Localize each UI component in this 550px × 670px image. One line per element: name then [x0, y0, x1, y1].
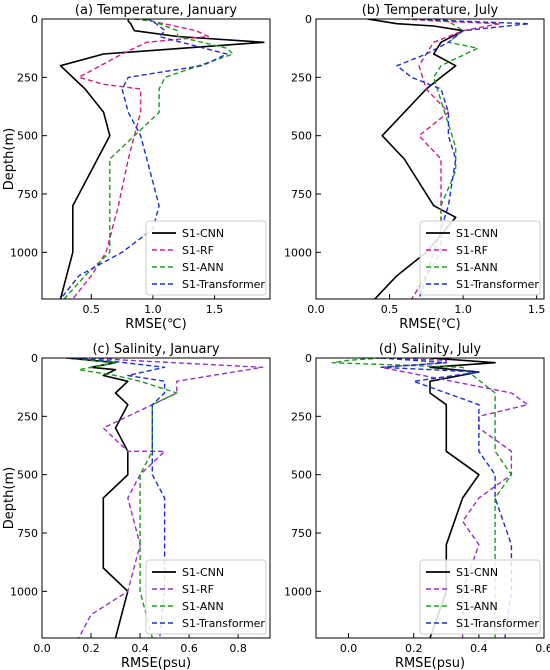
y-tick-label: 500	[17, 130, 38, 143]
y-tick-label: 500	[17, 469, 38, 482]
y-tick-label: 250	[291, 71, 312, 84]
y-tick-label: 750	[291, 188, 312, 201]
chart-title: (b) Temperature, July	[362, 3, 499, 18]
x-tick-label: 0.6	[535, 642, 550, 655]
legend-entry: S1-RF	[456, 244, 488, 257]
x-axis-label: RMSE(psu)	[121, 656, 191, 670]
series-group	[66, 358, 264, 638]
y-tick-label: 250	[17, 410, 38, 423]
legend-entry: S1-Transformer	[182, 278, 265, 291]
legend: S1-CNN S1-RF S1-ANN S1-Transformer	[419, 559, 541, 635]
x-tick-label: 1.0	[144, 303, 162, 316]
legend-entry: S1-RF	[456, 583, 488, 596]
y-tick-label: 500	[291, 130, 312, 143]
y-tick-label: 500	[291, 469, 312, 482]
y-tick-label: 750	[17, 188, 38, 201]
plot-frame	[315, 18, 545, 300]
legend-entry: S1-ANN	[182, 261, 224, 274]
series-line-s1-rf	[78, 358, 264, 638]
y-tick-label: 1000	[10, 246, 38, 259]
series-line-s1-transformer	[66, 358, 166, 638]
x-tick-label: 0.6	[180, 642, 198, 655]
legend-entry: S1-ANN	[456, 600, 498, 613]
legend: S1-CNN S1-RF S1-ANN S1-Transformer	[145, 220, 267, 296]
series-line-s1-ann	[331, 358, 513, 638]
y-tick-label: 250	[17, 71, 38, 84]
y-tick-label: 750	[291, 527, 312, 540]
x-tick-label: 0.0	[307, 303, 325, 316]
x-tick-label: 1.5	[528, 303, 546, 316]
y-tick-label: 0	[305, 352, 312, 365]
chart-title: (d) Salinity, July	[379, 342, 482, 357]
x-axis-label: RMSE(℃)	[125, 317, 186, 332]
series-line-s1-cnn	[59, 19, 265, 299]
y-tick-label: 750	[17, 527, 38, 540]
chart-panel-3: 0.0 0.2 0.4 0.6 0 250 500 750 1000 (d) Salinity, …	[284, 342, 550, 670]
x-tick-label: 0.2	[82, 642, 100, 655]
chart-panel-2: 0.0 0.2 0.4 0.6 0.8 0 250 500 750 1000 (c) Salinit…	[2, 342, 271, 670]
series-group	[59, 19, 265, 299]
y-tick-label: 1000	[10, 585, 38, 598]
series-line-s1-cnn	[429, 358, 496, 638]
legend-entry: S1-Transformer	[456, 278, 539, 291]
legend-entry: S1-Transformer	[456, 617, 539, 630]
x-tick-label: 0.8	[229, 642, 247, 655]
legend-entry: S1-CNN	[182, 566, 224, 579]
legend-entry: S1-Transformer	[182, 617, 265, 630]
chart-panel-0: 0.5 1.0 1.5 0 250 500 750 1000 (a) Temperature, …	[2, 3, 271, 332]
x-tick-label: 0.5	[83, 303, 101, 316]
plot-frame	[41, 357, 271, 639]
y-tick-label: 0	[305, 13, 312, 26]
legend-entry: S1-RF	[182, 583, 214, 596]
legend-entry: S1-ANN	[456, 261, 498, 274]
legend-entry: S1-RF	[182, 244, 214, 257]
chart-title: (c) Salinity, January	[92, 342, 219, 357]
x-tick-label: 0.2	[405, 642, 423, 655]
chart-panel-1: 0.0 0.5 1.0 1.5 0 250 500 750 1000 (b) Temperatur…	[284, 3, 545, 332]
x-tick-label: 0.4	[131, 642, 149, 655]
legend-box	[145, 220, 267, 296]
series-line-s1-ann	[63, 19, 234, 299]
legend-entry: S1-CNN	[456, 227, 498, 240]
legend-box	[145, 559, 267, 635]
series-line-s1-rf	[72, 19, 210, 299]
x-tick-label: 0.0	[33, 642, 51, 655]
legend-box	[419, 220, 541, 296]
legend-entry: S1-CNN	[456, 566, 498, 579]
legend-box	[419, 559, 541, 635]
legend-entry: S1-CNN	[182, 227, 224, 240]
x-axis-label: RMSE(psu)	[395, 656, 465, 670]
series-line-s1-cnn	[66, 358, 129, 638]
series-group	[331, 358, 529, 638]
y-axis-label: Depth(m)	[2, 467, 17, 529]
y-tick-label: 0	[31, 352, 38, 365]
x-tick-label: 1.0	[454, 303, 472, 316]
plot-frame	[315, 357, 545, 639]
plot-frame	[41, 18, 271, 300]
legend-entry: S1-ANN	[182, 600, 224, 613]
chart-title: (a) Temperature, January	[75, 3, 237, 18]
y-tick-label: 1000	[284, 585, 312, 598]
x-tick-label: 0.0	[340, 642, 358, 655]
x-tick-label: 1.5	[206, 303, 224, 316]
x-axis-label: RMSE(℃)	[399, 317, 460, 332]
legend: S1-CNN S1-RF S1-ANN S1-Transformer	[145, 559, 267, 635]
y-axis-label: Depth(m)	[2, 128, 17, 190]
x-tick-label: 0.4	[470, 642, 488, 655]
x-tick-label: 0.5	[381, 303, 399, 316]
y-tick-label: 250	[291, 410, 312, 423]
legend: S1-CNN S1-RF S1-ANN S1-Transformer	[419, 220, 541, 296]
series-line-s1-transformer	[59, 19, 228, 299]
y-tick-label: 0	[31, 13, 38, 26]
series-line-s1-transformer	[380, 358, 513, 638]
y-tick-label: 1000	[284, 246, 312, 259]
